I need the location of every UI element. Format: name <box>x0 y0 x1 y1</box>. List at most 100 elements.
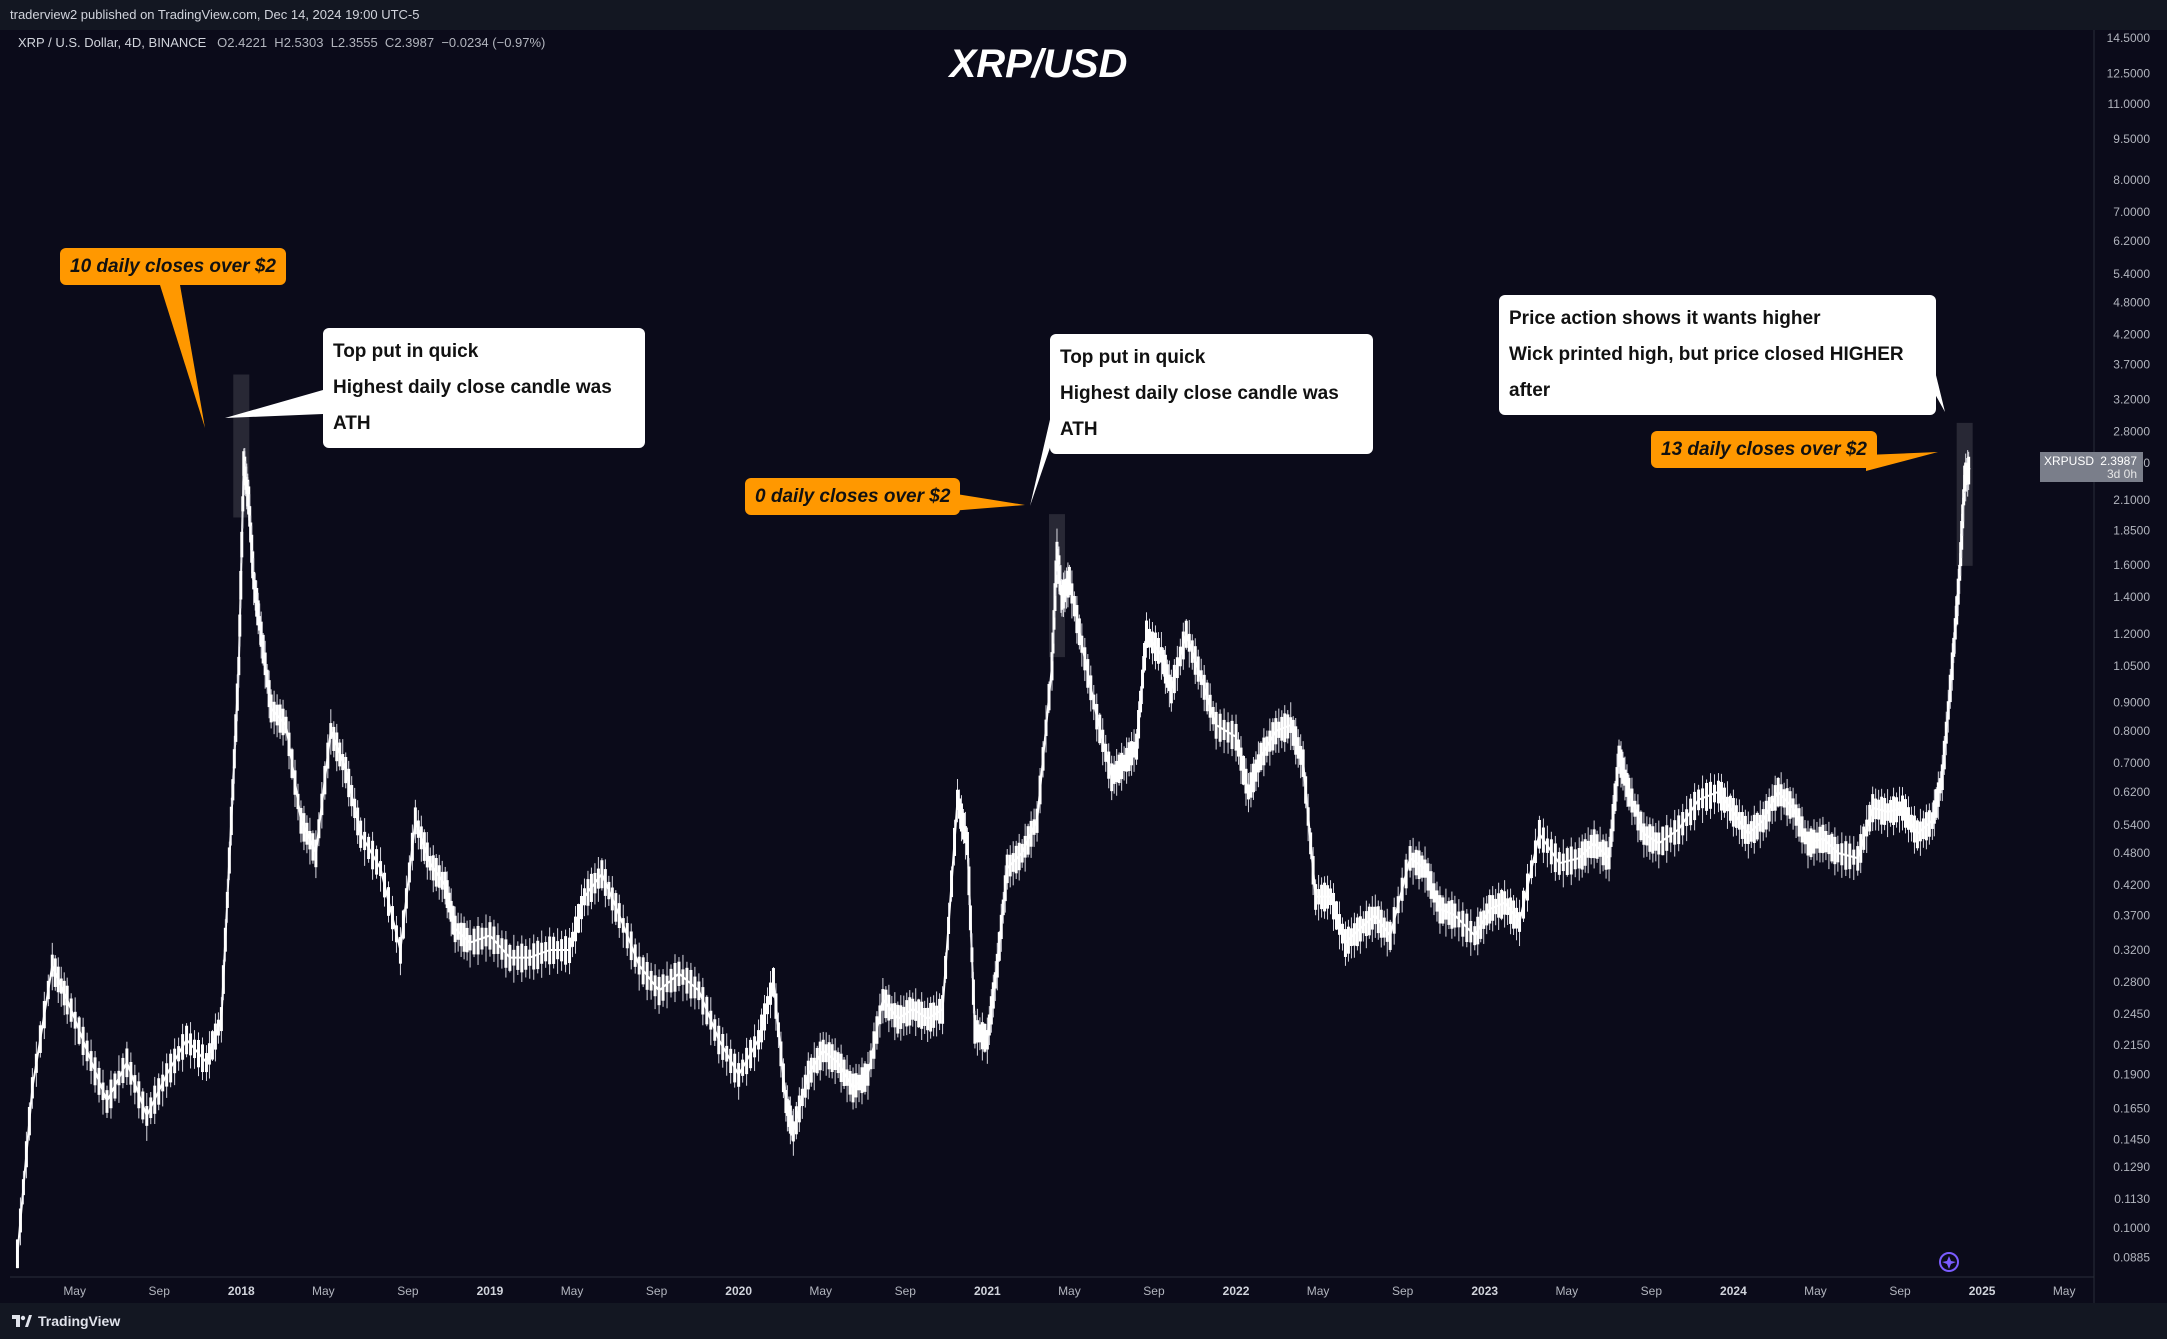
candle-body <box>1306 807 1310 826</box>
y-tick-label: 0.3200 <box>2113 943 2150 957</box>
callout-2018[interactable]: Top put in quick Highest daily close can… <box>323 328 645 448</box>
candle-body <box>1388 921 1392 950</box>
candle-body <box>717 1025 721 1055</box>
candle-body <box>30 1077 34 1099</box>
callout-2021[interactable]: Top put in quick Highest daily close can… <box>1050 334 1373 454</box>
candle-body <box>161 1074 165 1092</box>
candle-body <box>1317 889 1321 905</box>
candle-body <box>251 551 255 579</box>
candle-body <box>1450 900 1454 929</box>
candle-body <box>157 1078 161 1105</box>
candle-body <box>1936 782 1940 807</box>
candle-body <box>1130 741 1134 766</box>
candle-body <box>794 1106 798 1135</box>
candle-body <box>1604 841 1608 870</box>
peak-highlight <box>1956 422 1973 566</box>
candle-body <box>1859 834 1863 863</box>
candle-body <box>1848 843 1852 870</box>
high-label: H <box>274 35 284 50</box>
candle-body <box>1809 828 1813 858</box>
candle-body <box>1367 906 1371 936</box>
price-axis[interactable]: 14.5000 12.5000 11.0000 9.5000 8.0000 7.0000 6… <box>2107 31 2151 1264</box>
candle-body <box>453 915 457 943</box>
candle-body <box>1609 828 1613 847</box>
y-tick-label: 0.1290 <box>2113 1160 2150 1174</box>
x-tick-label: May <box>2053 1284 2076 1298</box>
candle-body <box>1187 633 1191 652</box>
candle-body <box>661 974 665 1001</box>
candle-body <box>1791 798 1795 818</box>
candle-body <box>1713 784 1717 803</box>
candle-body <box>1827 834 1831 855</box>
x-tick-label: 2020 <box>725 1284 752 1298</box>
candle-body <box>1764 800 1768 830</box>
candle-body <box>1946 701 1950 720</box>
y-tick-label: 1.2000 <box>2113 627 2150 641</box>
candle-body <box>65 985 69 1015</box>
tag-2018[interactable]: 10 daily closes over $2 <box>60 248 286 285</box>
candle-body <box>1818 826 1822 853</box>
candle-body <box>1044 719 1048 737</box>
candle-body <box>1701 788 1705 809</box>
candle-body <box>1722 787 1726 813</box>
candle-body <box>326 742 330 769</box>
candle-body <box>1332 892 1336 920</box>
candle-body <box>1058 566 1062 592</box>
price-chart[interactable]: 14.5000 12.5000 11.0000 9.5000 8.0000 7.0000 6… <box>0 30 2167 1303</box>
candle-body <box>1967 456 1971 485</box>
y-tick-label: 0.4200 <box>2113 878 2150 892</box>
candle-body <box>1518 912 1522 932</box>
candle-body <box>1156 638 1160 664</box>
candle-body <box>437 865 441 888</box>
symbol-name[interactable]: XRP / U.S. Dollar, 4D, BINANCE <box>18 35 207 50</box>
x-tick-label: May <box>1058 1284 1081 1298</box>
candle-body <box>1309 832 1313 855</box>
candle-body <box>185 1025 189 1055</box>
candle-body <box>1479 911 1483 939</box>
time-axis[interactable]: May Sep 2018 May Sep 2019 May Sep 2020 May Sep 2021… <box>63 1284 2075 1298</box>
candle-body <box>1343 929 1347 957</box>
candle-body <box>1525 873 1529 901</box>
y-tick-label: 2.1000 <box>2113 493 2150 507</box>
candle-body <box>568 937 572 964</box>
candle-body <box>1376 906 1380 934</box>
replay-icon[interactable] <box>1939 1252 1959 1272</box>
candle-body <box>1705 782 1709 811</box>
candle-body <box>1178 646 1182 667</box>
y-tick-label: 1.8500 <box>2113 523 2150 537</box>
candle-body <box>902 1006 906 1024</box>
candle-body <box>973 1015 977 1044</box>
tag-2024[interactable]: 13 daily closes over $2 <box>1651 431 1877 468</box>
candle-body <box>556 941 560 960</box>
candle-body <box>1512 900 1516 929</box>
candle-body <box>1355 917 1359 947</box>
callout-2024[interactable]: Price action shows it wants higher Wick … <box>1499 295 1936 415</box>
candle-body <box>955 789 959 810</box>
candle-body <box>375 849 379 875</box>
candle-body <box>866 1064 870 1086</box>
candle-body <box>1423 859 1427 878</box>
candle-body <box>1491 895 1495 921</box>
candle-body <box>1120 752 1124 780</box>
candle-body <box>763 1003 767 1031</box>
y-tick-label: 14.5000 <box>2107 31 2151 45</box>
candle-body <box>1889 800 1893 823</box>
candle-body <box>637 956 641 975</box>
tradingview-logo[interactable]: TradingView <box>12 1313 120 1329</box>
candle-body <box>516 945 520 970</box>
candle-body <box>1226 722 1230 743</box>
candle-body <box>947 916 951 935</box>
candle-body <box>1942 740 1946 770</box>
candle-body <box>1444 903 1448 920</box>
candle-body <box>50 954 54 977</box>
candle-body <box>1503 891 1507 915</box>
candle-body <box>204 1053 208 1073</box>
candle-body <box>1821 824 1825 854</box>
candle-body <box>836 1052 840 1074</box>
y-tick-label: 0.2450 <box>2113 1007 2150 1021</box>
candle-body <box>1950 652 1954 681</box>
tag-2021[interactable]: 0 daily closes over $2 <box>745 478 961 515</box>
candle-body <box>500 938 504 960</box>
candle-body <box>603 869 607 896</box>
candle-body <box>812 1057 816 1073</box>
